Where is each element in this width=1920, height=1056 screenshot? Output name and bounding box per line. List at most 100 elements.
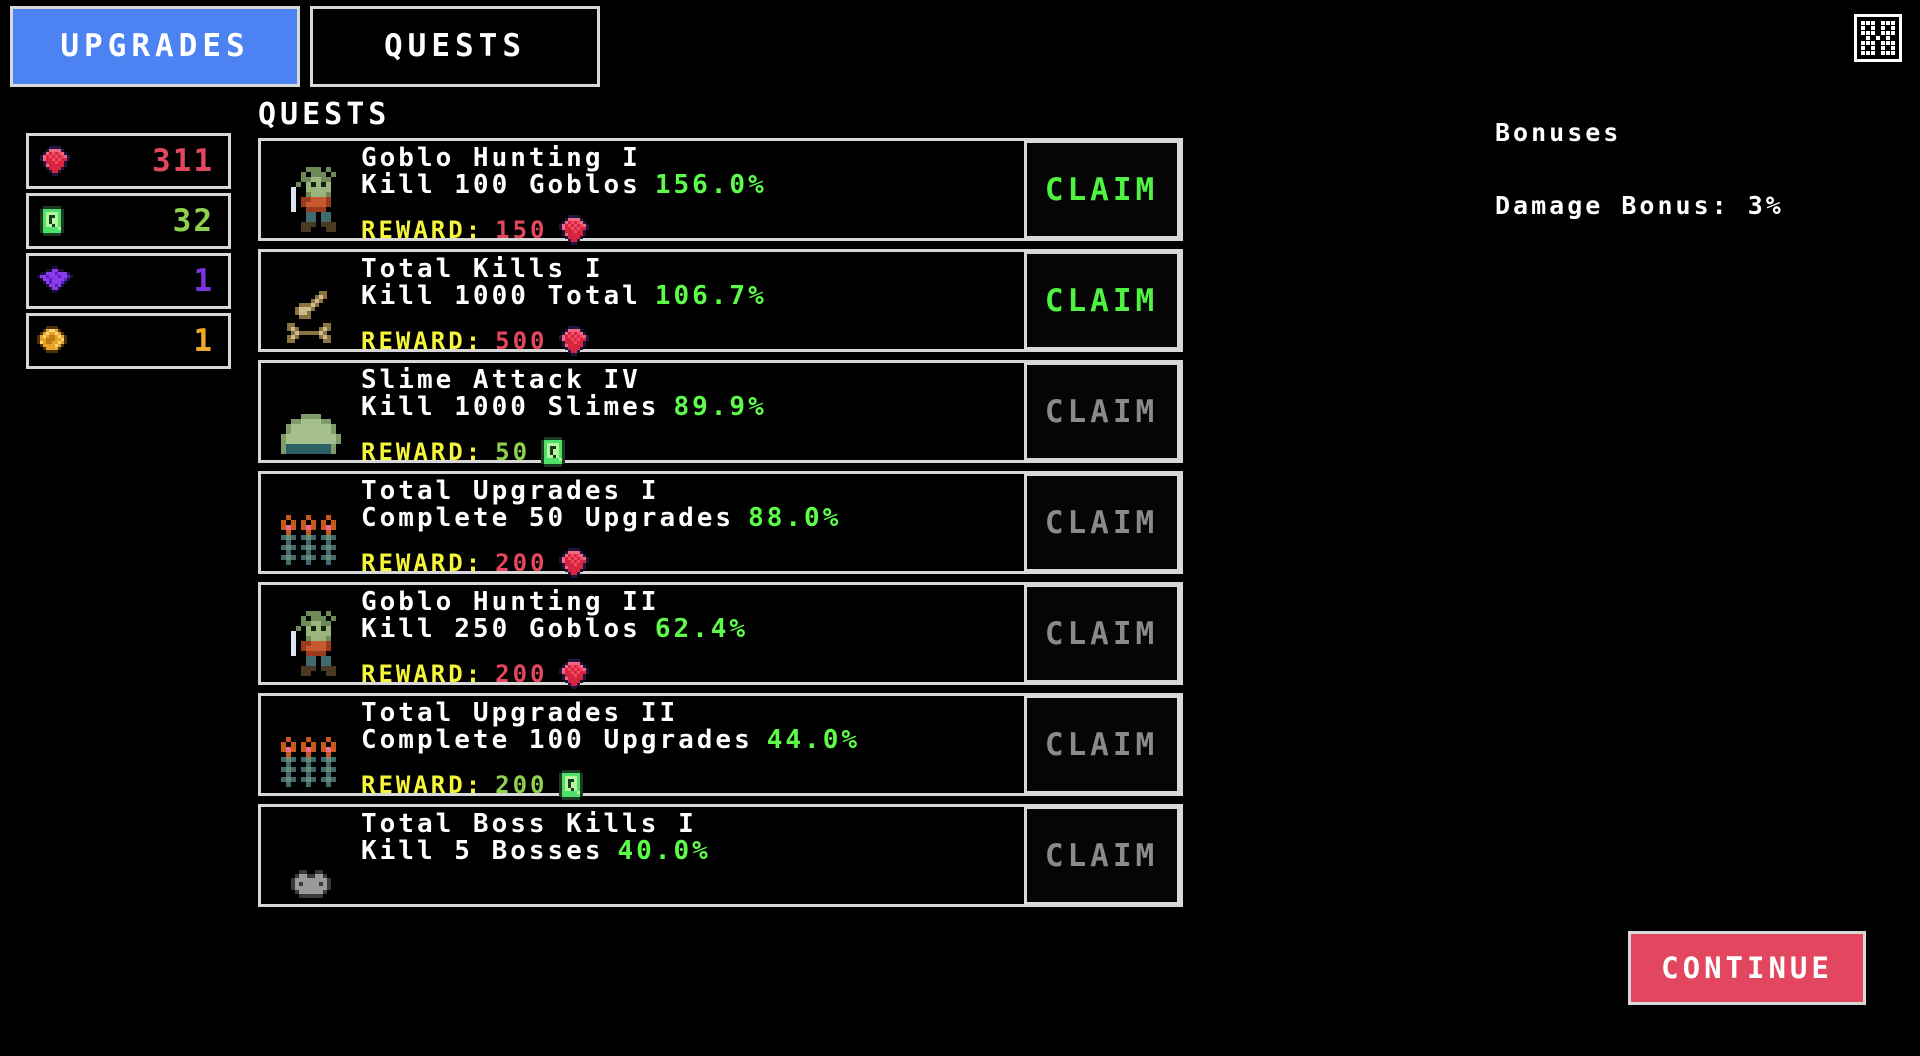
claim-button-label: CLAIM <box>1044 171 1159 208</box>
reward-label: REWARD: <box>361 548 484 577</box>
quest-progress-percent: 62.4% <box>654 614 749 644</box>
reward-amount: 200 <box>495 548 548 577</box>
boss-icon <box>261 807 361 904</box>
claim-button[interactable]: CLAIM <box>1023 140 1180 239</box>
claim-button: CLAIM <box>1023 362 1180 461</box>
ruby-gem-icon <box>555 547 592 578</box>
bonuses-title: Bonuses <box>1495 118 1622 147</box>
tab-quests-label: QUESTS <box>384 28 526 64</box>
quest-card: Slime Attack IV Kill 1000 Slimes 89.9% REWA… <box>258 360 1183 467</box>
resource-panel: 311 32 1 1 <box>26 133 231 373</box>
goblin-icon <box>261 141 361 238</box>
quest-objective: Kill 1000 Slimes <box>361 392 660 422</box>
tab-upgrades[interactable]: UPGRADES <box>10 6 300 87</box>
quest-progress-percent: 40.0% <box>617 836 711 866</box>
reward-label: REWARD: <box>361 659 484 688</box>
claim-slot: CLAIM <box>1020 140 1180 239</box>
continue-button-label: CONTINUE <box>1661 951 1833 985</box>
quest-details: Total Boss Kills I Kill 5 Bosses 40.0% <box>361 807 1020 904</box>
quest-name: Goblo Hunting I <box>361 143 641 173</box>
quest-card: Total Boss Kills I Kill 5 Bosses 40.0% CLAI… <box>258 804 1183 907</box>
claim-button-label: CLAIM <box>1044 282 1159 319</box>
claim-button-label: CLAIM <box>1044 837 1159 874</box>
claim-button: CLAIM <box>1023 695 1180 794</box>
reward-label: REWARD: <box>361 770 484 799</box>
claim-slot: CLAIM <box>1020 695 1180 794</box>
quest-reward-row: REWARD: 150 <box>361 214 1020 245</box>
quest-progress-percent: 88.0% <box>748 503 842 533</box>
quest-objective: Kill 250 Goblos <box>361 614 641 644</box>
bonus-item-damage: Damage Bonus: 3% <box>1495 191 1784 220</box>
tab-upgrades-label: UPGRADES <box>60 28 250 64</box>
reward-label: REWARD: <box>361 215 484 244</box>
reward-amount: 500 <box>495 326 548 355</box>
reward-amount: 50 <box>495 437 531 466</box>
quest-progress-percent: 89.9% <box>673 392 767 422</box>
quest-reward-row: REWARD: 500 <box>361 325 1020 356</box>
claim-button: CLAIM <box>1023 584 1180 683</box>
resource-row: 311 <box>26 133 231 189</box>
quest-card: Total Upgrades I Complete 50 Upgrades 88.0… <box>258 471 1183 578</box>
grid-pattern-icon[interactable] <box>1854 14 1902 62</box>
quest-reward-row: REWARD: 200 <box>361 769 1020 800</box>
quest-details: Goblo Hunting I Kill 100 Goblos 156.0% REWA… <box>361 141 1020 245</box>
gold-nugget-icon <box>37 324 71 358</box>
claim-button: CLAIM <box>1023 806 1180 905</box>
quest-objective-row: Kill 1000 Total 106.7% <box>361 281 1020 312</box>
quest-name: Goblo Hunting II <box>361 587 660 617</box>
quest-objective: Kill 5 Bosses <box>361 836 604 866</box>
quest-name: Total Upgrades II <box>361 698 679 728</box>
ruby-gem-icon <box>37 144 73 178</box>
quest-card: Goblo Hunting I Kill 100 Goblos 156.0% REWA… <box>258 138 1183 245</box>
claim-button[interactable]: CLAIM <box>1023 251 1180 350</box>
quest-name: Total Boss Kills I <box>361 809 697 839</box>
quest-objective: Complete 100 Upgrades <box>361 725 753 755</box>
quest-reward-row: REWARD: 200 <box>361 547 1020 578</box>
continue-button[interactable]: CONTINUE <box>1628 931 1866 1005</box>
quest-objective-row: Complete 100 Upgrades 44.0% <box>361 725 1020 756</box>
quest-objective-row: Kill 250 Goblos 62.4% <box>361 614 1020 645</box>
tab-quests[interactable]: QUESTS <box>310 6 600 87</box>
quest-objective: Kill 100 Goblos <box>361 170 641 200</box>
quest-details: Goblo Hunting II Kill 250 Goblos 62.4% REWA… <box>361 585 1020 689</box>
quests-panel: QUESTS Goblo Hunting I Kill 100 Goblos 156… <box>258 100 1183 1056</box>
resource-value: 1 <box>193 322 214 359</box>
quest-objective: Kill 1000 Total <box>361 281 641 311</box>
quest-reward-row: REWARD: 50 <box>361 436 1020 467</box>
flowers-icon <box>261 474 361 571</box>
quest-name: Total Upgrades I <box>361 476 660 506</box>
quest-card: Total Upgrades II Complete 100 Upgrades 44… <box>258 693 1183 800</box>
resource-value: 32 <box>172 202 214 239</box>
main-tabbar: UPGRADES QUESTS <box>10 6 600 87</box>
quest-list: Goblo Hunting I Kill 100 Goblos 156.0% REWA… <box>258 138 1183 907</box>
ruby-gem-icon <box>555 325 592 356</box>
quest-progress-percent: 44.0% <box>766 725 861 755</box>
claim-slot: CLAIM <box>1020 806 1180 905</box>
claim-button-label: CLAIM <box>1044 615 1159 652</box>
grid-pattern-icon-cells <box>1861 21 1895 55</box>
reward-amount: 200 <box>495 770 548 799</box>
quest-card: Goblo Hunting II Kill 250 Goblos 62.4% REWA… <box>258 582 1183 689</box>
quest-progress-percent: 156.0% <box>654 170 767 200</box>
bones-icon <box>261 252 361 349</box>
resource-row: 1 <box>26 313 231 369</box>
reward-label: REWARD: <box>361 437 484 466</box>
quest-progress-percent: 106.7% <box>654 281 767 311</box>
goblin-icon <box>261 585 361 682</box>
quest-objective-row: Kill 5 Bosses 40.0% <box>361 836 1020 867</box>
quest-card: Total Kills I Kill 1000 Total 106.7% REWARD… <box>258 249 1183 356</box>
ruby-gem-icon <box>555 214 592 245</box>
claim-button-label: CLAIM <box>1044 504 1159 541</box>
slime-icon <box>261 363 361 460</box>
quest-details: Slime Attack IV Kill 1000 Slimes 89.9% REWA… <box>361 363 1020 467</box>
amethyst-gem-icon <box>37 264 73 298</box>
resource-row: 1 <box>26 253 231 309</box>
claim-slot: CLAIM <box>1020 362 1180 461</box>
ruby-gem-icon <box>555 658 592 689</box>
quest-details: Total Kills I Kill 1000 Total 106.7% REWARD… <box>361 252 1020 356</box>
claim-slot: CLAIM <box>1020 473 1180 572</box>
quest-objective: Complete 50 Upgrades <box>361 503 735 533</box>
quest-objective-row: Kill 1000 Slimes 89.9% <box>361 392 1020 423</box>
claim-button-label: CLAIM <box>1044 726 1159 763</box>
resource-value: 311 <box>152 142 214 179</box>
